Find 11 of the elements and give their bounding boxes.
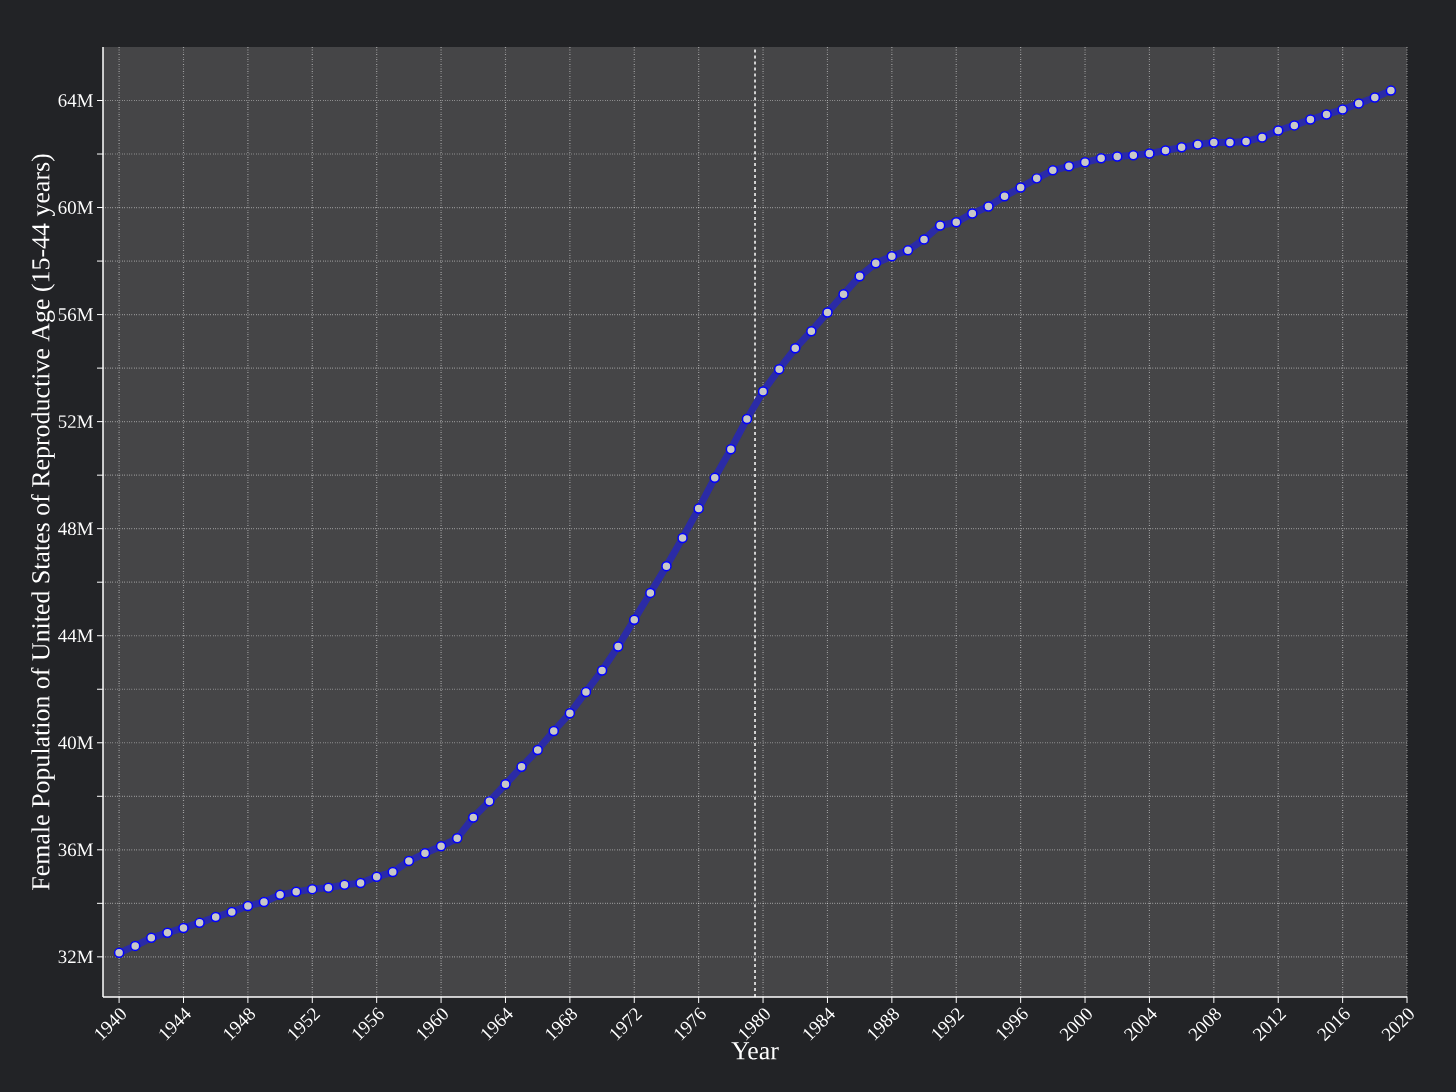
- y-tick-label: 60M: [58, 201, 93, 214]
- y-tick-label: 52M: [58, 415, 93, 428]
- y-tick-label: 56M: [58, 308, 93, 321]
- y-tick-label: 32M: [58, 950, 93, 964]
- x-axis-title: Year: [731, 1042, 779, 1060]
- y-axis-title: Female Population of United States of Reproductive Age (15-44 years): [31, 154, 55, 890]
- y-tick-label: 64M: [58, 94, 93, 107]
- y-tick-label: 44M: [58, 629, 93, 642]
- y-tick-label: 40M: [58, 736, 93, 750]
- y-tick-label: 36M: [58, 843, 93, 857]
- y-tick-label: 48M: [58, 522, 93, 536]
